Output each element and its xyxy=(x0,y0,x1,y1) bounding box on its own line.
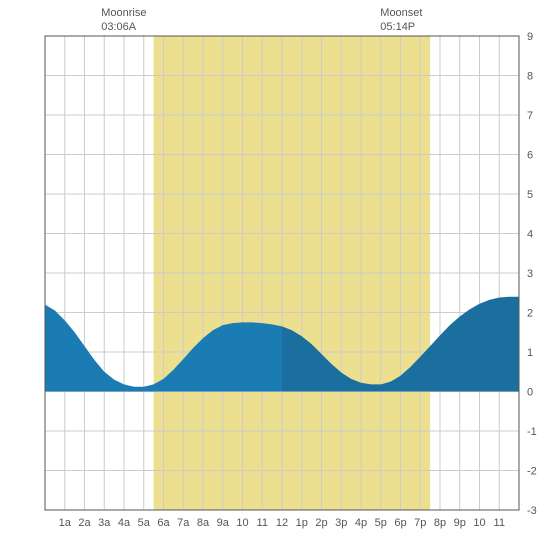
svg-text:3a: 3a xyxy=(98,517,111,529)
svg-text:12: 12 xyxy=(276,517,288,529)
svg-text:6: 6 xyxy=(527,150,533,162)
svg-text:7p: 7p xyxy=(414,517,426,529)
svg-text:5: 5 xyxy=(527,189,533,201)
moonset-annotation: Moonset 05:14P xyxy=(380,6,422,35)
moonset-time: 05:14P xyxy=(380,20,422,34)
svg-text:0: 0 xyxy=(527,387,533,399)
svg-text:3p: 3p xyxy=(335,517,347,529)
svg-text:7: 7 xyxy=(527,110,533,122)
svg-text:4p: 4p xyxy=(355,517,367,529)
svg-text:10: 10 xyxy=(236,517,248,529)
svg-text:11: 11 xyxy=(494,517,505,529)
moonrise-title: Moonrise xyxy=(101,6,146,20)
svg-text:2p: 2p xyxy=(315,517,327,529)
svg-text:1p: 1p xyxy=(296,517,308,529)
svg-text:2: 2 xyxy=(527,308,533,320)
svg-text:5p: 5p xyxy=(375,517,387,529)
tide-chart: Moonrise 03:06A Moonset 05:14P 1a2a3a4a5… xyxy=(0,0,550,550)
svg-text:6p: 6p xyxy=(394,517,406,529)
svg-text:8a: 8a xyxy=(197,517,210,529)
svg-text:8: 8 xyxy=(527,71,533,83)
svg-text:10: 10 xyxy=(473,517,485,529)
svg-text:8p: 8p xyxy=(434,517,446,529)
chart-svg: 1a2a3a4a5a6a7a8a9a1011121p2p3p4p5p6p7p8p… xyxy=(0,0,550,550)
svg-text:3: 3 xyxy=(527,268,533,280)
svg-text:4a: 4a xyxy=(118,517,131,529)
svg-text:11: 11 xyxy=(257,517,268,529)
svg-text:1: 1 xyxy=(527,347,533,359)
svg-text:9a: 9a xyxy=(217,517,230,529)
svg-text:7a: 7a xyxy=(177,517,190,529)
svg-text:5a: 5a xyxy=(138,517,151,529)
svg-text:2a: 2a xyxy=(78,517,91,529)
svg-text:-1: -1 xyxy=(527,426,537,438)
moonset-title: Moonset xyxy=(380,6,422,20)
moonrise-annotation: Moonrise 03:06A xyxy=(101,6,146,35)
svg-text:1a: 1a xyxy=(59,517,72,529)
moonrise-time: 03:06A xyxy=(101,20,146,34)
svg-text:6a: 6a xyxy=(157,517,170,529)
svg-text:-2: -2 xyxy=(527,466,537,478)
svg-text:-3: -3 xyxy=(527,505,537,517)
svg-text:4: 4 xyxy=(527,229,533,241)
svg-text:9p: 9p xyxy=(454,517,466,529)
svg-text:9: 9 xyxy=(527,31,533,43)
